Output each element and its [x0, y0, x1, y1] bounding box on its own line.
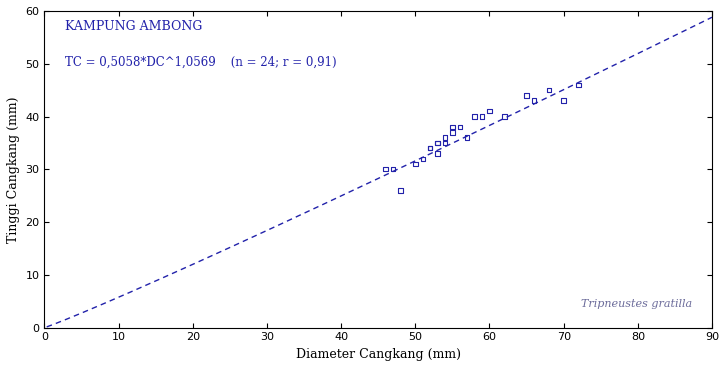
X-axis label: Diameter Cangkang (mm): Diameter Cangkang (mm) [295, 348, 461, 361]
Point [425, 145, 436, 151]
Point [446, 130, 458, 135]
Point [380, 166, 391, 172]
Point [499, 114, 510, 120]
Point [558, 98, 569, 104]
Text: KAMPUNG AMBONG: KAMPUNG AMBONG [65, 21, 202, 33]
Point [425, 145, 436, 151]
Point [454, 124, 465, 130]
Point [462, 135, 473, 141]
Text: Tripneustes gratilla: Tripneustes gratilla [581, 299, 692, 309]
Point [476, 114, 488, 120]
Point [484, 108, 495, 114]
Point [529, 98, 540, 104]
Point [432, 140, 444, 146]
Point [439, 135, 451, 141]
Text: TC = 0,5058*DC^1,0569    (n = 24; r = 0,91): TC = 0,5058*DC^1,0569 (n = 24; r = 0,91) [65, 55, 336, 68]
Point [387, 166, 399, 172]
Point [521, 92, 532, 98]
Point [417, 156, 428, 162]
Point [439, 140, 451, 146]
Point [395, 187, 407, 193]
Point [573, 82, 584, 88]
Point [432, 140, 444, 146]
Point [409, 161, 421, 167]
Y-axis label: Tinggi Cangkang (mm): Tinggi Cangkang (mm) [7, 96, 20, 243]
Point [543, 87, 555, 93]
Point [432, 151, 444, 156]
Point [446, 124, 458, 130]
Point [469, 114, 481, 120]
